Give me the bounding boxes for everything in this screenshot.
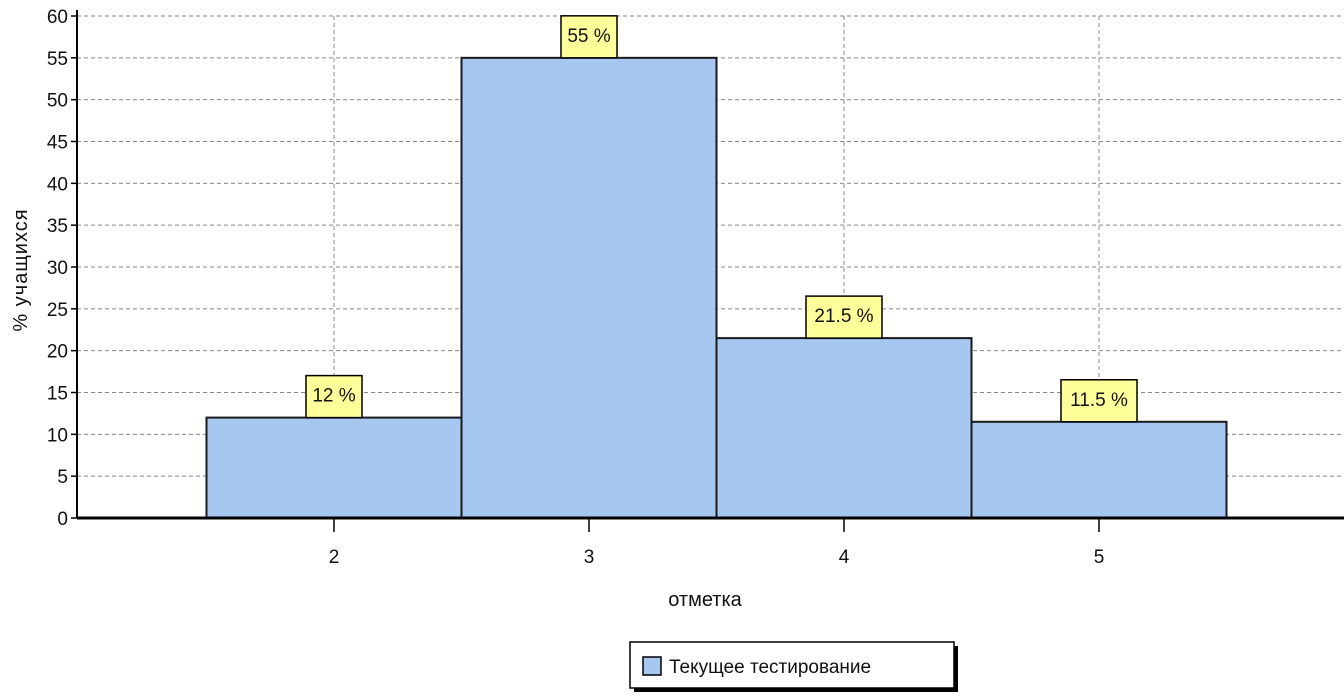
bar — [970, 420, 1228, 519]
data-label-box — [560, 15, 618, 59]
data-label-text: 12 % — [312, 386, 355, 407]
data-label: 21.5 % — [805, 295, 883, 339]
y-tick-label: 10 — [47, 425, 68, 446]
y-tick-label: 0 — [57, 509, 68, 530]
y-tick-label: 20 — [47, 342, 68, 363]
bar — [460, 56, 718, 519]
legend-swatch — [642, 656, 662, 676]
legend: Текущее тестирование — [629, 641, 958, 692]
y-tick-label: 45 — [47, 133, 68, 154]
y-tick-label: 25 — [47, 300, 68, 321]
y-tick-label: 30 — [47, 258, 68, 279]
bar — [205, 416, 463, 520]
y-tick-label: 55 — [47, 49, 68, 70]
data-label-box — [805, 295, 883, 339]
y-tick-label: 35 — [47, 216, 68, 237]
bar — [715, 337, 973, 519]
data-label: 12 % — [305, 374, 363, 419]
y-tick-label: 40 — [47, 174, 68, 195]
data-label-text: 55 % — [567, 26, 610, 47]
y-tick-label: 15 — [47, 384, 68, 405]
data-label-text: 21.5 % — [814, 306, 873, 327]
data-label-text: 11.5 % — [1070, 390, 1128, 411]
x-tick-label: 5 — [1094, 547, 1105, 568]
y-tick-label: 5 — [57, 467, 68, 488]
data-label-box — [305, 374, 363, 419]
legend-box — [629, 641, 955, 689]
data-label: 11.5 % — [1060, 379, 1138, 423]
y-axis-title: % учащихся — [10, 208, 32, 331]
x-tick-label: 4 — [839, 547, 850, 568]
data-label: 55 % — [560, 15, 618, 59]
data-label-box — [1060, 379, 1138, 423]
x-tick-label: 2 — [329, 547, 340, 568]
y-tick-label: 50 — [47, 91, 68, 112]
y-tick-label: 60 — [47, 7, 68, 28]
bars-layer — [205, 56, 1228, 520]
data-labels-layer: 12 % 55 % 21.5 % 11.5 % — [305, 15, 1138, 423]
x-tick-label: 3 — [584, 547, 595, 568]
x-axis-title: отметка — [668, 589, 742, 611]
legend-label: Текущее тестирование — [669, 657, 871, 678]
